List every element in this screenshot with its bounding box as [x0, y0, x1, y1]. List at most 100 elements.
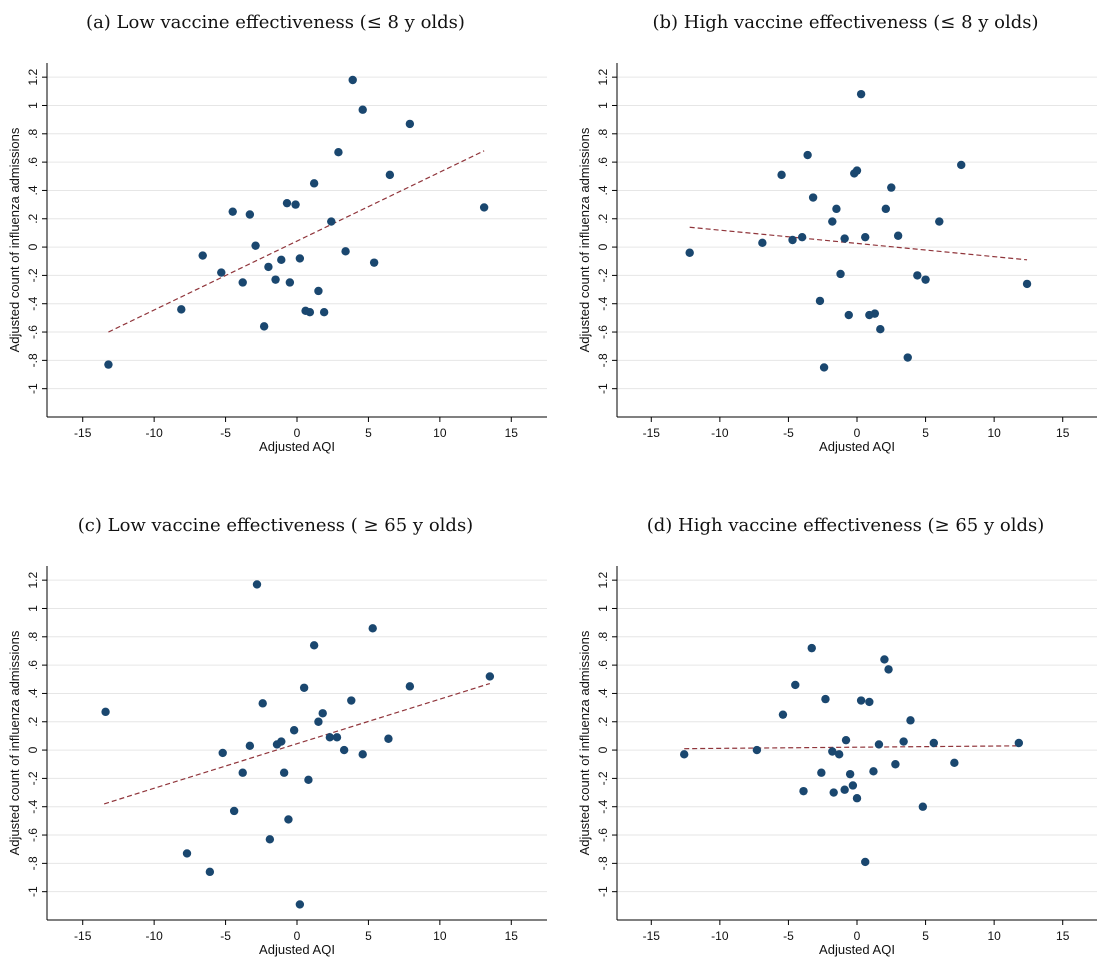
y-axis-title-a: Adjusted count of influenza admissions	[7, 127, 22, 352]
y-tick-label-b-10: 1	[596, 102, 610, 109]
y-tick-label-d-3: -.4	[596, 799, 610, 813]
data-point-b-23	[815, 296, 825, 306]
data-point-c-13	[325, 733, 335, 742]
y-tick-label-a-11: 1.2	[26, 68, 40, 85]
y-tick-label-b-11: 1.2	[596, 68, 610, 85]
data-point-d-12	[1014, 738, 1024, 748]
data-point-d-15	[752, 745, 762, 755]
data-point-b-21	[921, 275, 930, 284]
data-point-a-15	[277, 255, 286, 265]
data-point-c-16	[245, 741, 255, 751]
y-tick-label-b-7: .4	[596, 185, 610, 195]
data-point-a-7	[245, 210, 255, 219]
data-point-b-10	[935, 217, 944, 226]
data-point-a-4	[385, 170, 395, 180]
data-point-d-6	[865, 697, 874, 707]
data-point-c-26	[265, 835, 275, 844]
data-point-c-8	[258, 699, 267, 708]
y-tick-label-b-9: .8	[596, 128, 610, 138]
x-tick-label-a-5: 10	[433, 426, 447, 440]
x-tick-label-b-1: -10	[711, 426, 729, 440]
y-tick-label-d-4: -.2	[596, 771, 610, 785]
x-tick-label-b-5: 10	[987, 426, 1001, 440]
y-tick-label-b-0: -1	[596, 383, 610, 394]
data-point-d-14	[680, 750, 689, 759]
data-point-b-9	[881, 204, 890, 214]
data-point-a-16	[295, 254, 305, 263]
data-point-b-6	[887, 183, 896, 192]
data-point-c-28	[205, 867, 215, 877]
data-point-a-19	[271, 275, 280, 284]
y-axis-title-b: Adjusted count of influenza admissions	[577, 127, 592, 352]
data-point-a-3	[334, 148, 343, 157]
data-point-d-24	[840, 785, 849, 794]
data-point-b-27	[876, 325, 885, 334]
y-tick-label-b-8: .6	[596, 157, 610, 167]
y-tick-label-c-7: .4	[26, 688, 40, 698]
data-point-d-25	[852, 794, 862, 803]
data-point-c-21	[384, 734, 393, 743]
x-tick-label-a-2: -5	[220, 426, 231, 440]
y-tick-label-d-8: .6	[596, 660, 610, 670]
y-tick-label-a-6: .2	[26, 213, 40, 223]
y-tick-label-d-1: -.8	[596, 856, 610, 870]
data-point-b-13	[861, 232, 870, 242]
data-point-c-0	[252, 580, 262, 589]
data-point-c-20	[279, 768, 289, 777]
data-point-c-29	[295, 900, 305, 909]
data-point-a-13	[198, 251, 207, 260]
data-point-a-0	[348, 75, 357, 85]
data-point-c-10	[318, 709, 327, 718]
y-tick-label-c-3: -.4	[26, 799, 40, 813]
panel-c-title: (c) Low vaccine effectiveness ( ≥ 65 y o…	[77, 515, 474, 536]
x-tick-label-a-3: 0	[294, 426, 301, 440]
y-tick-label-b-5: 0	[596, 243, 610, 250]
panel-d-title: (d) High vaccine effectiveness (≥ 65 y o…	[646, 515, 1045, 536]
data-point-d-9	[841, 735, 851, 745]
y-tick-label-a-3: -.4	[26, 296, 40, 310]
x-tick-label-c-5: 10	[433, 929, 447, 943]
data-point-c-1	[368, 624, 377, 633]
data-point-c-9	[314, 717, 323, 726]
data-point-b-2	[957, 160, 966, 170]
data-point-c-18	[218, 748, 227, 758]
data-point-d-20	[817, 768, 826, 777]
y-tick-label-d-0: -1	[596, 886, 610, 897]
x-axis-title-b: Adjusted AQI	[819, 439, 895, 454]
data-point-b-18	[685, 248, 694, 257]
x-tick-label-b-0: -15	[643, 426, 661, 440]
data-point-a-29	[104, 360, 113, 369]
y-tick-label-a-7: .4	[26, 185, 40, 195]
y-tick-label-c-11: 1.2	[26, 571, 40, 588]
x-tick-label-d-3: 0	[854, 929, 861, 943]
data-point-c-14	[277, 737, 286, 746]
y-tick-label-a-10: 1	[26, 102, 40, 109]
data-point-d-0	[807, 643, 816, 653]
data-point-b-5	[852, 166, 862, 175]
data-point-d-11	[929, 738, 938, 748]
data-point-a-14	[264, 262, 273, 272]
y-tick-label-b-3: -.4	[596, 296, 610, 310]
data-point-a-26	[305, 308, 315, 317]
data-point-c-11	[289, 726, 299, 735]
data-point-a-22	[369, 258, 379, 267]
y-tick-label-c-2: -.6	[26, 828, 40, 842]
data-point-a-1	[358, 105, 367, 114]
data-point-d-21	[845, 769, 855, 779]
x-tick-label-c-4: 5	[365, 929, 372, 943]
data-point-d-18	[950, 758, 959, 768]
y-tick-label-a-1: -.8	[26, 353, 40, 367]
data-point-a-24	[177, 305, 186, 314]
data-point-b-22	[1022, 279, 1032, 289]
y-tick-label-d-7: .4	[596, 688, 610, 698]
data-point-b-17	[788, 235, 797, 245]
fit-line-c	[103, 682, 491, 805]
fit-line-d	[684, 745, 1019, 750]
y-tick-label-d-10: 1	[596, 605, 610, 612]
data-point-d-23	[848, 781, 858, 790]
x-tick-label-d-5: 10	[987, 929, 1001, 943]
data-point-d-16	[828, 747, 837, 756]
x-axis-title-d: Adjusted AQI	[819, 942, 895, 957]
x-tick-label-a-6: 15	[505, 426, 519, 440]
